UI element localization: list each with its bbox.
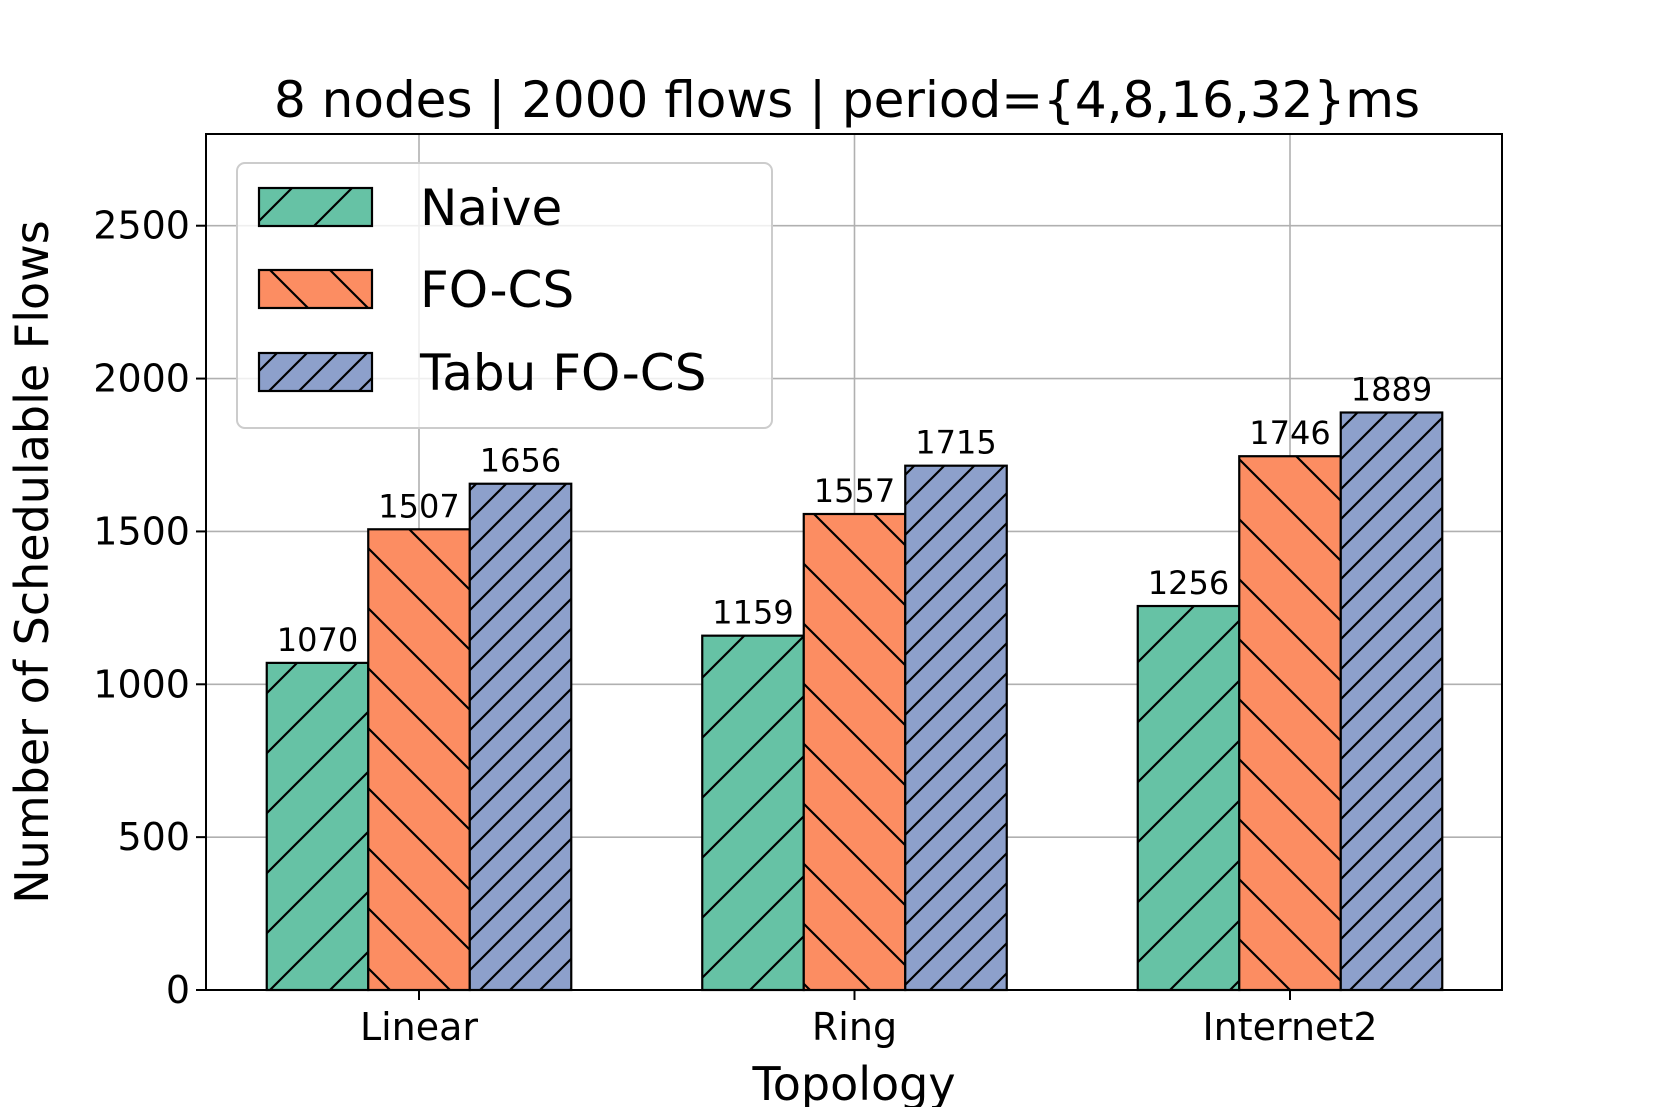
value-label-tabu-fo-cs-ring: 1715 xyxy=(915,424,996,462)
bar-fo-cs-ring xyxy=(802,512,907,992)
value-label-naive-internet2: 1256 xyxy=(1148,564,1229,602)
legend-label: FO-CS xyxy=(420,261,574,319)
legend-swatch xyxy=(257,351,374,393)
legend-item-fo-cs: FO-CS xyxy=(257,261,574,319)
x-tick-label-internet2: Internet2 xyxy=(1202,1005,1377,1049)
y-tick-label: 1500 xyxy=(93,509,190,553)
x-tick-label-linear: Linear xyxy=(360,1005,478,1049)
bar-naive-internet2-hatch xyxy=(1136,604,1241,992)
x-axis-label: Topology xyxy=(751,1057,955,1107)
bar-tabu-fo-cs-linear-hatch xyxy=(468,482,573,992)
legend-label: Naive xyxy=(420,179,562,237)
bar-fo-cs-linear-hatch xyxy=(367,528,471,992)
legend-swatch xyxy=(257,186,374,228)
value-label-tabu-fo-cs-linear: 1656 xyxy=(480,442,561,480)
value-label-tabu-fo-cs-internet2: 1889 xyxy=(1351,371,1432,409)
legend-item-tabu-fo-cs: Tabu FO-CS xyxy=(257,344,706,402)
value-labels-group: 1070 1159 1256 1507 1557 1746 1656 1715 1889 xyxy=(277,371,1432,659)
bar-fo-cs-internet2-hatch xyxy=(1238,455,1342,992)
value-label-fo-cs-ring: 1557 xyxy=(814,472,895,510)
bar-fo-cs-internet2 xyxy=(1238,455,1342,992)
y-axis-ticks: 0 500 1000 1500 2000 2500 xyxy=(93,204,206,1012)
x-tick-label-ring: Ring xyxy=(812,1005,897,1049)
bar-fo-cs-linear xyxy=(367,528,471,992)
bar-tabu-fo-cs-internet2-hatch xyxy=(1339,411,1444,992)
bar-tabu-fo-cs-ring xyxy=(904,464,1008,992)
y-tick-label: 1000 xyxy=(93,662,190,706)
x-axis-ticks: Linear Ring Internet2 xyxy=(360,990,1378,1049)
bar-fo-cs-ring-hatch xyxy=(802,512,907,992)
legend-label: Tabu FO-CS xyxy=(419,344,706,402)
value-label-fo-cs-internet2: 1746 xyxy=(1249,414,1330,452)
bar-tabu-fo-cs-linear xyxy=(468,482,573,992)
y-tick-label: 500 xyxy=(117,815,190,859)
legend-item-naive: Naive xyxy=(257,179,562,237)
value-label-naive-linear: 1070 xyxy=(277,621,358,659)
bar-naive-linear-hatch xyxy=(265,661,370,992)
bar-naive-linear xyxy=(265,661,370,992)
value-label-naive-ring: 1159 xyxy=(712,594,793,632)
y-tick-label: 2000 xyxy=(93,357,190,401)
value-label-fo-cs-linear: 1507 xyxy=(378,487,459,525)
y-axis-label: Number of Schedulable Flows xyxy=(5,220,59,904)
bar-naive-internet2 xyxy=(1136,604,1241,992)
bar-tabu-fo-cs-internet2 xyxy=(1339,411,1444,992)
y-tick-label: 2500 xyxy=(93,204,190,248)
bar-naive-ring-hatch xyxy=(701,634,805,992)
bars-group xyxy=(265,411,1444,992)
y-tick-label: 0 xyxy=(166,968,190,1012)
chart-title: 8 nodes | 2000 flows | period={4,8,16,32… xyxy=(274,71,1420,129)
bar-naive-ring xyxy=(701,634,805,992)
bar-tabu-fo-cs-ring-hatch xyxy=(904,464,1008,992)
legend-swatch xyxy=(257,268,374,310)
legend: Naive FO-CS Tabu FO-CS xyxy=(236,162,773,429)
